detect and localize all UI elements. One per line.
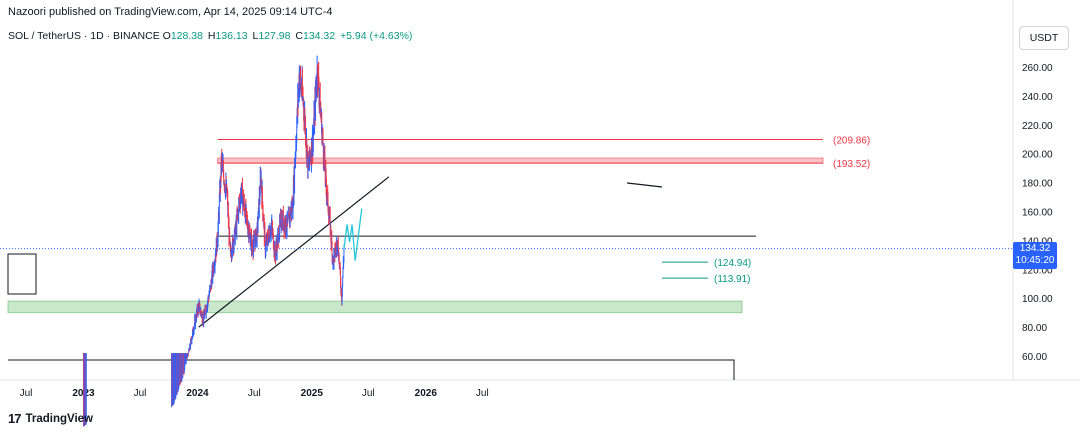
x-tick-label: Jul xyxy=(362,388,375,399)
y-tick-label: 120.00 xyxy=(1022,265,1053,276)
reference-box xyxy=(7,253,37,295)
x-tick-label: 2024 xyxy=(186,388,209,399)
footer-brand[interactable]: 17 TradingView xyxy=(8,411,93,426)
marker-line xyxy=(626,182,663,188)
y-tick-label: 160.00 xyxy=(1022,208,1053,219)
symbol-name[interactable]: SOL / TetherUS · 1D · BINANCE xyxy=(8,30,160,42)
y-tick-label: 240.00 xyxy=(1022,92,1053,103)
x-tick-label: 2025 xyxy=(301,388,324,399)
y-tick-label: 180.00 xyxy=(1022,179,1053,190)
tradingview-logo-icon: 17 xyxy=(8,411,22,426)
x-tick-label: Jul xyxy=(248,388,261,399)
reference-frame xyxy=(8,359,735,380)
symbol-info: SOL / TetherUS · 1D · BINANCE O128.38 H1… xyxy=(8,30,414,42)
level-label: (113.91) xyxy=(714,274,751,285)
level-label: (193.52) xyxy=(833,159,870,170)
y-tick-label: 220.00 xyxy=(1022,121,1053,132)
bar-countdown: 10:45:20 xyxy=(1015,255,1055,266)
open-label: O xyxy=(162,30,171,42)
low-label: L xyxy=(252,30,259,42)
y-tick-label: 260.00 xyxy=(1022,63,1053,74)
y-tick-label: 100.00 xyxy=(1022,294,1053,305)
high-label: H xyxy=(207,30,216,42)
close-label: C xyxy=(295,30,303,42)
level-label: (209.86) xyxy=(833,135,870,146)
x-tick-label: Jul xyxy=(134,388,147,399)
x-tick-label: Jul xyxy=(476,388,489,399)
support-zone xyxy=(7,300,743,314)
level-label: (124.94) xyxy=(714,258,751,269)
y-tick-label: 80.00 xyxy=(1022,323,1047,334)
high-value: 136.13 xyxy=(215,30,248,42)
x-tick-label: 2026 xyxy=(415,388,438,399)
y-tick-label: 60.00 xyxy=(1022,352,1047,363)
last-price-badge: 134.32 10:45:20 xyxy=(1013,242,1057,269)
change-value: +5.94 (+4.63%) xyxy=(340,30,413,42)
y-tick-label: 140.00 xyxy=(1022,236,1053,247)
currency-button[interactable]: USDT xyxy=(1019,26,1069,50)
last-price-value: 134.32 xyxy=(1019,243,1051,254)
low-value: 127.98 xyxy=(258,30,291,42)
y-tick-label: 200.00 xyxy=(1022,150,1053,161)
close-value: 134.32 xyxy=(302,30,336,42)
publisher-line: Nazoori published on TradingView.com, Ap… xyxy=(8,6,333,18)
candles-group xyxy=(82,55,345,427)
projection-path xyxy=(343,208,363,261)
trendline xyxy=(198,176,390,328)
tradingview-wordmark: TradingView xyxy=(25,412,93,425)
open-value: 128.38 xyxy=(170,30,203,42)
x-tick-label: Jul xyxy=(20,388,33,399)
